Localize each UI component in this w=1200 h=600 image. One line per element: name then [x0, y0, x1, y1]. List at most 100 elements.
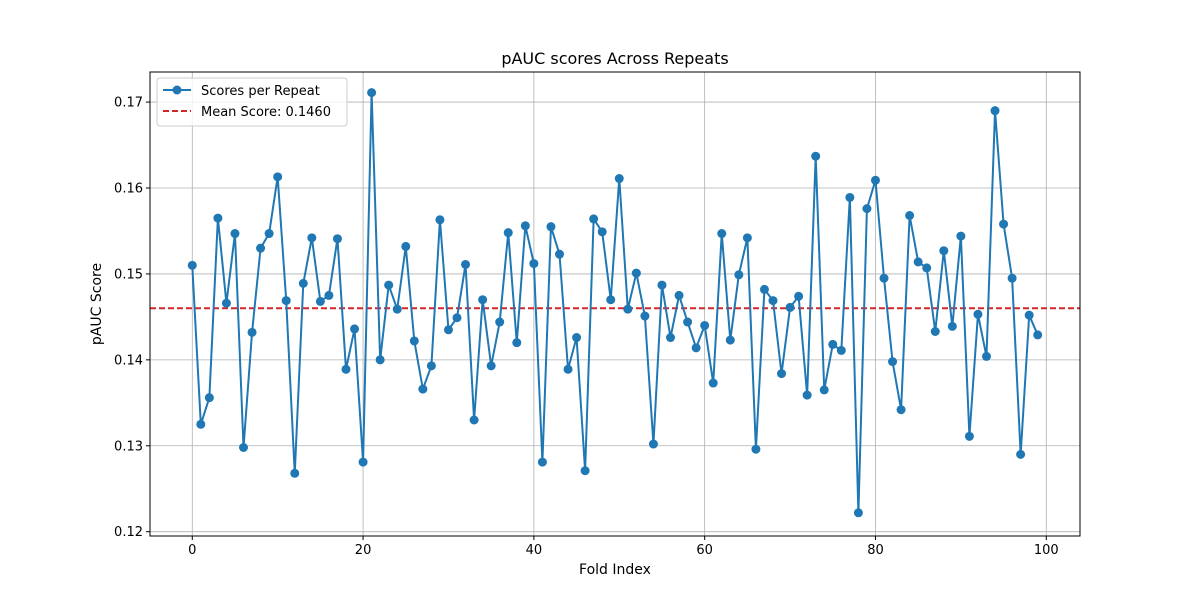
y-tick-label: 0.16 — [114, 182, 143, 197]
score-point — [870, 175, 880, 185]
score-point — [862, 204, 872, 214]
score-point — [657, 280, 667, 290]
score-point — [930, 326, 940, 336]
score-point — [324, 290, 334, 300]
score-point — [999, 219, 1009, 229]
score-point — [700, 320, 710, 330]
score-point — [614, 174, 624, 184]
score-point — [341, 364, 351, 374]
score-point — [905, 210, 915, 220]
x-tick-label: 0 — [188, 543, 196, 558]
score-point — [435, 215, 445, 225]
score-point — [742, 233, 752, 243]
score-point — [759, 284, 769, 294]
score-point — [495, 317, 505, 327]
score-point — [350, 324, 360, 334]
score-point — [751, 444, 761, 454]
x-tick-label: 60 — [696, 543, 713, 558]
score-point — [520, 221, 530, 231]
score-point — [896, 405, 906, 415]
y-tick-label: 0.14 — [114, 353, 143, 368]
score-point — [281, 296, 291, 306]
score-point — [461, 259, 471, 269]
score-point — [802, 390, 812, 400]
x-tick-label: 20 — [355, 543, 372, 558]
score-point — [879, 273, 889, 283]
score-point — [221, 298, 231, 308]
score-point — [546, 222, 556, 232]
score-point — [307, 233, 317, 243]
legend: Scores per Repeat Mean Score: 0.1460 — [156, 77, 348, 127]
score-point — [956, 231, 966, 241]
score-point — [819, 385, 829, 395]
score-point — [648, 439, 658, 449]
score-point — [734, 270, 744, 280]
legend-series-label: Scores per Repeat — [201, 84, 320, 99]
score-point — [563, 364, 573, 374]
score-point — [409, 336, 419, 346]
score-point — [247, 327, 257, 337]
score-point — [777, 369, 787, 379]
score-point — [256, 243, 266, 253]
x-tick-label: 40 — [526, 543, 543, 558]
score-point — [537, 457, 547, 467]
score-point — [554, 249, 564, 259]
score-point — [196, 419, 206, 429]
score-point — [469, 415, 479, 425]
x-tick-label: 100 — [1034, 543, 1059, 558]
score-point — [768, 296, 778, 306]
score-point — [708, 378, 718, 388]
score-point — [358, 457, 368, 467]
score-point — [922, 263, 932, 273]
x-axis-ticks: 0 20 40 60 80 100 — [188, 536, 1059, 558]
scores-series-line — [191, 91, 1039, 514]
score-point — [947, 321, 957, 331]
score-point — [503, 228, 513, 238]
score-point — [529, 259, 539, 269]
score-point — [187, 260, 197, 270]
score-point — [572, 333, 582, 343]
score-point — [811, 151, 821, 161]
score-point — [785, 302, 795, 312]
score-point — [367, 88, 377, 98]
score-point — [486, 361, 496, 371]
score-point — [290, 468, 300, 478]
y-tick-label: 0.17 — [114, 96, 143, 111]
score-point — [888, 357, 898, 367]
score-point — [1016, 449, 1026, 459]
score-point — [973, 309, 983, 319]
score-point — [512, 338, 522, 348]
y-tick-label: 0.12 — [114, 525, 143, 540]
score-point — [1007, 273, 1017, 283]
score-point — [631, 268, 641, 278]
score-point — [623, 304, 633, 314]
score-point — [478, 295, 488, 305]
score-point — [204, 393, 214, 403]
score-point — [794, 291, 804, 301]
series-layer — [187, 88, 1043, 518]
score-point — [264, 229, 274, 239]
score-point — [845, 192, 855, 202]
score-point — [298, 278, 308, 288]
score-point — [964, 431, 974, 441]
chart-title: pAUC scores Across Repeats — [501, 49, 728, 68]
x-tick-label: 80 — [867, 543, 884, 558]
score-point — [640, 311, 650, 321]
score-point — [332, 234, 342, 244]
score-point — [674, 290, 684, 300]
legend-box — [156, 77, 348, 127]
y-tick-label: 0.15 — [114, 267, 143, 282]
score-point — [606, 295, 616, 305]
score-point — [1033, 330, 1043, 340]
score-point — [273, 172, 283, 182]
score-point — [683, 317, 693, 327]
score-point — [315, 296, 325, 306]
score-point — [725, 335, 735, 345]
score-point — [717, 229, 727, 239]
score-point — [384, 280, 394, 290]
plot-area-frame — [149, 71, 1081, 537]
score-point — [580, 466, 590, 476]
score-point — [589, 214, 599, 224]
score-point — [990, 106, 1000, 116]
